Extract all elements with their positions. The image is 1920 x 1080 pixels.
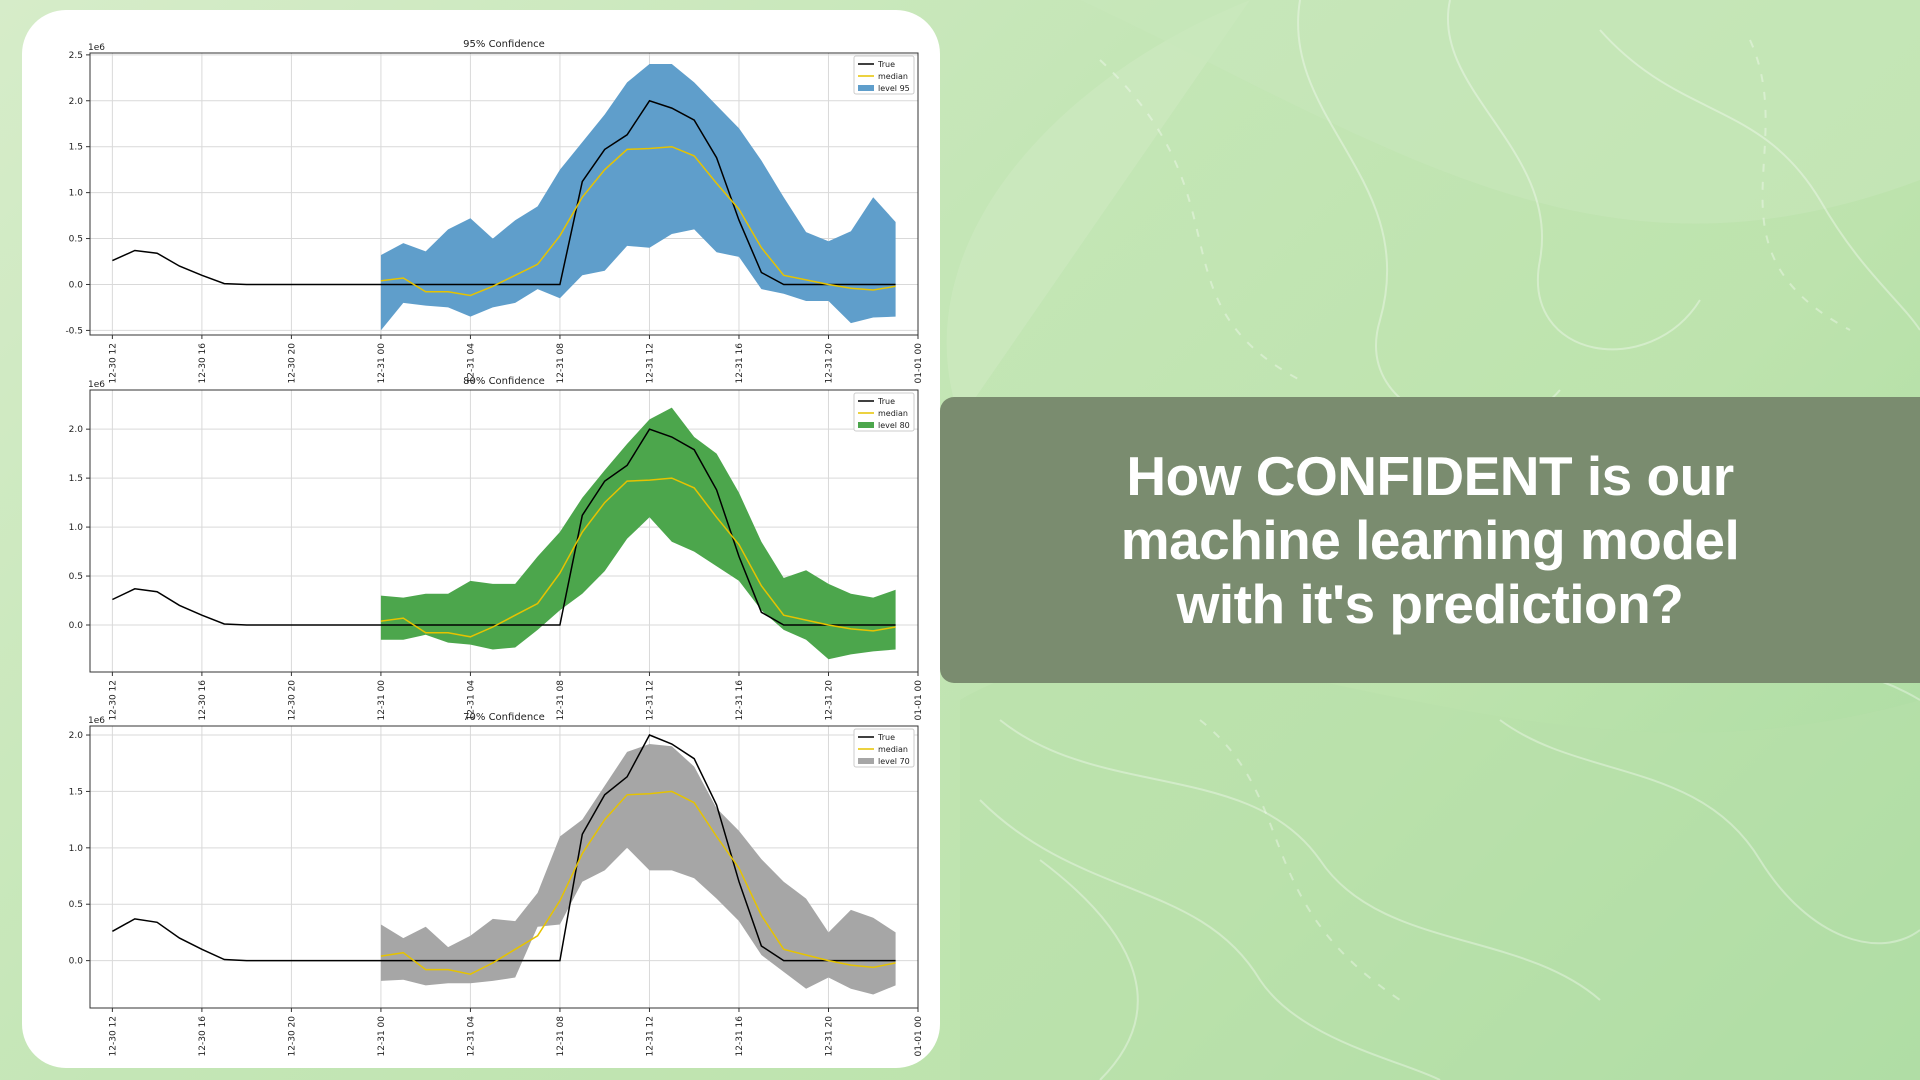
- legend-label: median: [878, 745, 908, 754]
- median-series-line: [380, 790, 896, 975]
- true-series-line: [112, 99, 896, 286]
- y-multiplier: 1e6: [88, 43, 105, 53]
- y-tick-label: 0.0: [69, 957, 84, 967]
- x-tick-label: 12-30 12: [108, 680, 118, 720]
- x-tick-label: 01-01 00: [914, 680, 924, 721]
- chart-panel-3: 70% Confidence 1e6 0.0 0.5 1.0 1.5 2.0 12-30 12…: [69, 712, 924, 1056]
- y-tick-label: 1.5: [69, 474, 83, 484]
- confidence-band: [380, 64, 896, 331]
- y-tick-label: 1.0: [69, 523, 84, 533]
- median-series-line: [380, 477, 896, 638]
- x-tick-label: 12-31 16: [735, 343, 745, 384]
- x-tick-label: 12-31 04: [466, 1016, 476, 1057]
- charts-card: 95% Confidence 1e6 -0.5 0.0 0.5 1.0 1.5 2.0 2.5 1…: [22, 10, 940, 1068]
- x-tick-label: 12-30 12: [108, 343, 118, 383]
- legend-label: level 80: [878, 421, 910, 430]
- legend-label: median: [878, 72, 908, 81]
- y-tick-label: 0.5: [69, 572, 83, 582]
- x-tick-label: 12-31 12: [645, 343, 655, 383]
- x-tick-label: 12-30 16: [198, 1016, 208, 1057]
- true-series-line: [112, 428, 896, 626]
- x-tick-label: 12-30 20: [287, 1016, 297, 1057]
- y-tick-label: 2.5: [69, 51, 83, 61]
- y-tick-label: 0.5: [69, 900, 83, 910]
- y-tick-label: 1.5: [69, 143, 83, 153]
- x-tick-label: 12-30 20: [287, 343, 297, 384]
- y-tick-label: -0.5: [65, 326, 83, 336]
- y-tick-label: 1.0: [69, 844, 84, 854]
- y-tick-label: 1.5: [69, 787, 83, 797]
- x-tick-label: 12-30 20: [287, 680, 297, 721]
- y-multiplier: 1e6: [88, 716, 105, 726]
- legend-swatch: [858, 758, 874, 764]
- confidence-band: [380, 407, 896, 660]
- x-tick-label: 12-31 00: [377, 680, 387, 721]
- headline-line-2: machine learning model: [1120, 509, 1740, 571]
- x-tick-label: 12-31 04: [466, 680, 476, 721]
- x-tick-label: 01-01 00: [914, 1016, 924, 1057]
- legend-box: [853, 392, 915, 432]
- y-tick-label: 1.0: [69, 189, 84, 199]
- x-tick-label: 12-30 16: [198, 680, 208, 721]
- x-tick-label: 12-31 08: [556, 343, 566, 384]
- chart-title: 95% Confidence: [463, 39, 545, 50]
- chart-title: 70% Confidence: [463, 712, 545, 723]
- legend-label: True: [877, 397, 895, 406]
- x-tick-label: 12-31 00: [377, 343, 387, 384]
- y-tick-label: 2.0: [69, 425, 84, 435]
- legend-box: [853, 55, 915, 95]
- headline-banner: How CONFIDENT is our machine learning mo…: [940, 397, 1920, 683]
- y-tick-label: 2.0: [69, 731, 84, 741]
- axes-frame: [89, 725, 919, 1009]
- x-tick-label: 12-31 20: [824, 1016, 834, 1057]
- true-series-line: [112, 734, 896, 962]
- x-tick-label: 12-31 16: [735, 1016, 745, 1057]
- x-tick-label: 01-01 00: [914, 343, 924, 384]
- x-tick-label: 12-30 12: [108, 1016, 118, 1056]
- legend-box: [853, 728, 915, 768]
- legend-label: level 70: [878, 757, 910, 766]
- x-tick-label: 12-31 00: [377, 1016, 387, 1057]
- legend-swatch: [858, 422, 874, 428]
- legend-swatch: [858, 85, 874, 91]
- y-tick-label: 2.0: [69, 97, 84, 107]
- confidence-charts: 95% Confidence 1e6 -0.5 0.0 0.5 1.0 1.5 2.0 2.5 1…: [65, 39, 924, 1056]
- headline-line-3: with it's prediction?: [1176, 573, 1684, 635]
- median-series-line: [380, 145, 896, 297]
- legend-label: True: [877, 60, 895, 69]
- axes-frame: [89, 389, 919, 673]
- x-tick-label: 12-31 12: [645, 1016, 655, 1056]
- x-tick-label: 12-30 16: [198, 343, 208, 384]
- y-tick-label: 0.0: [69, 621, 84, 631]
- headline-line-1: How CONFIDENT is our: [1126, 445, 1734, 507]
- legend: True median level 80: [853, 392, 915, 432]
- x-tick-label: 12-31 08: [556, 680, 566, 721]
- x-tick-label: 12-31 12: [645, 680, 655, 720]
- x-tick-label: 12-31 20: [824, 343, 834, 384]
- legend: True median level 70: [853, 728, 915, 768]
- chart-panel-2: 80% Confidence 1e6 0.0 0.5 1.0 1.5 2.0 12-30 12…: [69, 376, 924, 720]
- x-tick-label: 12-31 16: [735, 680, 745, 721]
- legend: True median level 95: [853, 55, 915, 95]
- y-tick-label: 0.5: [69, 235, 83, 245]
- legend-label: median: [878, 409, 908, 418]
- x-tick-label: 12-31 20: [824, 680, 834, 721]
- confidence-band: [380, 744, 896, 995]
- legend-label: True: [877, 733, 895, 742]
- chart-title: 80% Confidence: [463, 376, 545, 387]
- y-multiplier: 1e6: [88, 380, 105, 390]
- headline-text: How CONFIDENT is our machine learning mo…: [1121, 444, 1740, 636]
- chart-panel-1: 95% Confidence 1e6 -0.5 0.0 0.5 1.0 1.5 2.0 2.5 1…: [65, 39, 924, 383]
- axes-frame: [89, 52, 919, 336]
- y-tick-label: 0.0: [69, 280, 84, 290]
- x-tick-label: 12-31 08: [556, 1016, 566, 1057]
- legend-label: level 95: [878, 84, 910, 93]
- x-tick-label: 12-31 04: [466, 343, 476, 384]
